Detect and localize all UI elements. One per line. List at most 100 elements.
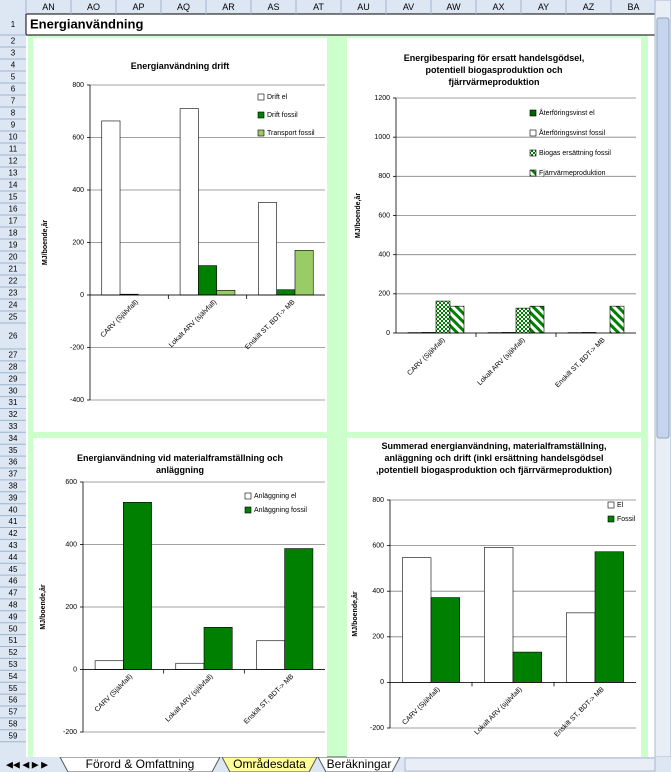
y-tick-label: -200: [70, 344, 84, 351]
chart: Summerad energianvändning, materialframs…: [347, 438, 641, 757]
column-header: AS: [267, 2, 279, 12]
y-tick-label: 600: [378, 212, 390, 219]
row-header: 59: [9, 731, 18, 740]
bar: [284, 548, 314, 670]
bar: [430, 597, 461, 683]
row-header: 35: [9, 446, 18, 455]
row-header: 6: [11, 85, 16, 94]
row-header: 11: [9, 145, 18, 154]
y-tick-label: 400: [72, 187, 84, 194]
legend-label: Transport fossil: [267, 130, 315, 137]
row-header: 53: [9, 660, 18, 669]
row-header: 9: [11, 121, 16, 130]
legend-swatch: [244, 492, 252, 500]
row-header: 54: [9, 672, 18, 681]
y-axis-label: MJ/boende,år: [41, 220, 49, 265]
chart-title: Energianvändning vid materialframställni…: [76, 453, 284, 475]
legend-label: Fossil: [617, 516, 636, 523]
chart-title: Energibesparing för ersatt handelsgödsel…: [403, 53, 585, 87]
horizontal-scrollbar[interactable]: [404, 757, 656, 772]
chart-title-box: Energianvändning drift: [131, 61, 230, 71]
sheet-tab-label: Beräkningar: [327, 757, 392, 771]
sheet-title: Energianvändning: [30, 16, 143, 31]
y-tick-label: 1000: [374, 134, 390, 141]
row-header: 29: [9, 374, 18, 383]
tab-nav: ◀◀ ◀ ▶ ▶: [6, 759, 48, 769]
row-header: 33: [9, 422, 18, 431]
y-tick-label: 200: [372, 634, 384, 641]
y-tick-label: -400: [70, 397, 84, 404]
column-header: AO: [87, 2, 100, 12]
row-header: 42: [9, 529, 18, 538]
bar: [198, 265, 217, 296]
row-header: 50: [9, 624, 18, 633]
column-header: AY: [538, 2, 549, 12]
row-header: 21: [9, 265, 18, 274]
y-tick-label: 0: [386, 330, 390, 337]
row-header-bar: [0, 0, 26, 757]
row-header: 45: [9, 565, 18, 574]
y-tick-label: 800: [378, 173, 390, 180]
row-header: 44: [9, 553, 18, 562]
sheet-tab-label: Förord & Omfattning: [86, 757, 195, 771]
column-header: BA: [627, 2, 639, 12]
bar: [94, 660, 124, 670]
bar: [101, 120, 121, 296]
row-header: 8: [11, 109, 16, 118]
row-header: 47: [9, 589, 18, 598]
row-header: 49: [9, 612, 18, 621]
bar: [515, 307, 531, 334]
row-header: 25: [9, 313, 18, 322]
row-header: 5: [11, 73, 16, 82]
y-tick-label: 1200: [374, 95, 390, 102]
bar: [512, 651, 543, 683]
row-header: 17: [9, 217, 18, 226]
legend-swatch: [529, 169, 537, 177]
y-tick-label: -200: [63, 729, 77, 736]
row-header: 22: [9, 277, 18, 286]
bar: [529, 305, 545, 334]
row-header: 41: [9, 517, 18, 526]
column-header: AU: [357, 2, 370, 12]
y-tick-label: 600: [72, 134, 84, 141]
row-header: 46: [9, 577, 18, 586]
legend-swatch: [529, 129, 537, 137]
legend-label: Återföringsvinst el: [539, 108, 595, 117]
row-header: 24: [9, 301, 18, 310]
row-header: 3: [11, 49, 16, 58]
row-header: 30: [9, 386, 18, 395]
y-tick-label: 0: [380, 679, 384, 686]
row-header: 27: [9, 351, 18, 360]
column-header: AV: [403, 2, 414, 12]
scroll-thumb[interactable]: [656, 17, 670, 439]
y-tick-label: 0: [73, 666, 77, 673]
legend-swatch: [529, 149, 537, 157]
y-tick-label: 200: [65, 604, 77, 611]
row-header: 13: [9, 169, 18, 178]
row-header: 55: [9, 684, 18, 693]
chart-area: [33, 438, 327, 757]
sheet-tab-label: Områdesdata: [233, 757, 306, 771]
row-header: 57: [9, 708, 18, 717]
row-header: 15: [9, 193, 18, 202]
y-tick-label: 400: [378, 252, 390, 259]
chart-title-box: Energibesparing för ersatt handelsgödsel…: [403, 53, 585, 87]
row-header: 51: [9, 636, 18, 645]
column-header: AQ: [177, 2, 190, 12]
bar: [594, 551, 625, 683]
legend-swatch: [257, 111, 265, 119]
bar: [435, 300, 451, 334]
row-header: 19: [9, 241, 18, 250]
bar: [216, 289, 236, 296]
y-tick-label: 200: [378, 291, 390, 298]
row-header: 28: [9, 362, 18, 371]
row-header: 4: [11, 61, 16, 70]
row-header: 56: [9, 696, 18, 705]
y-tick-label: -200: [370, 725, 384, 732]
row-header: 26: [9, 332, 18, 341]
row-header: 34: [9, 434, 18, 443]
y-axis-label: MJ/boende,år: [351, 591, 359, 636]
legend-swatch: [607, 515, 615, 523]
row-header: 48: [9, 600, 18, 609]
